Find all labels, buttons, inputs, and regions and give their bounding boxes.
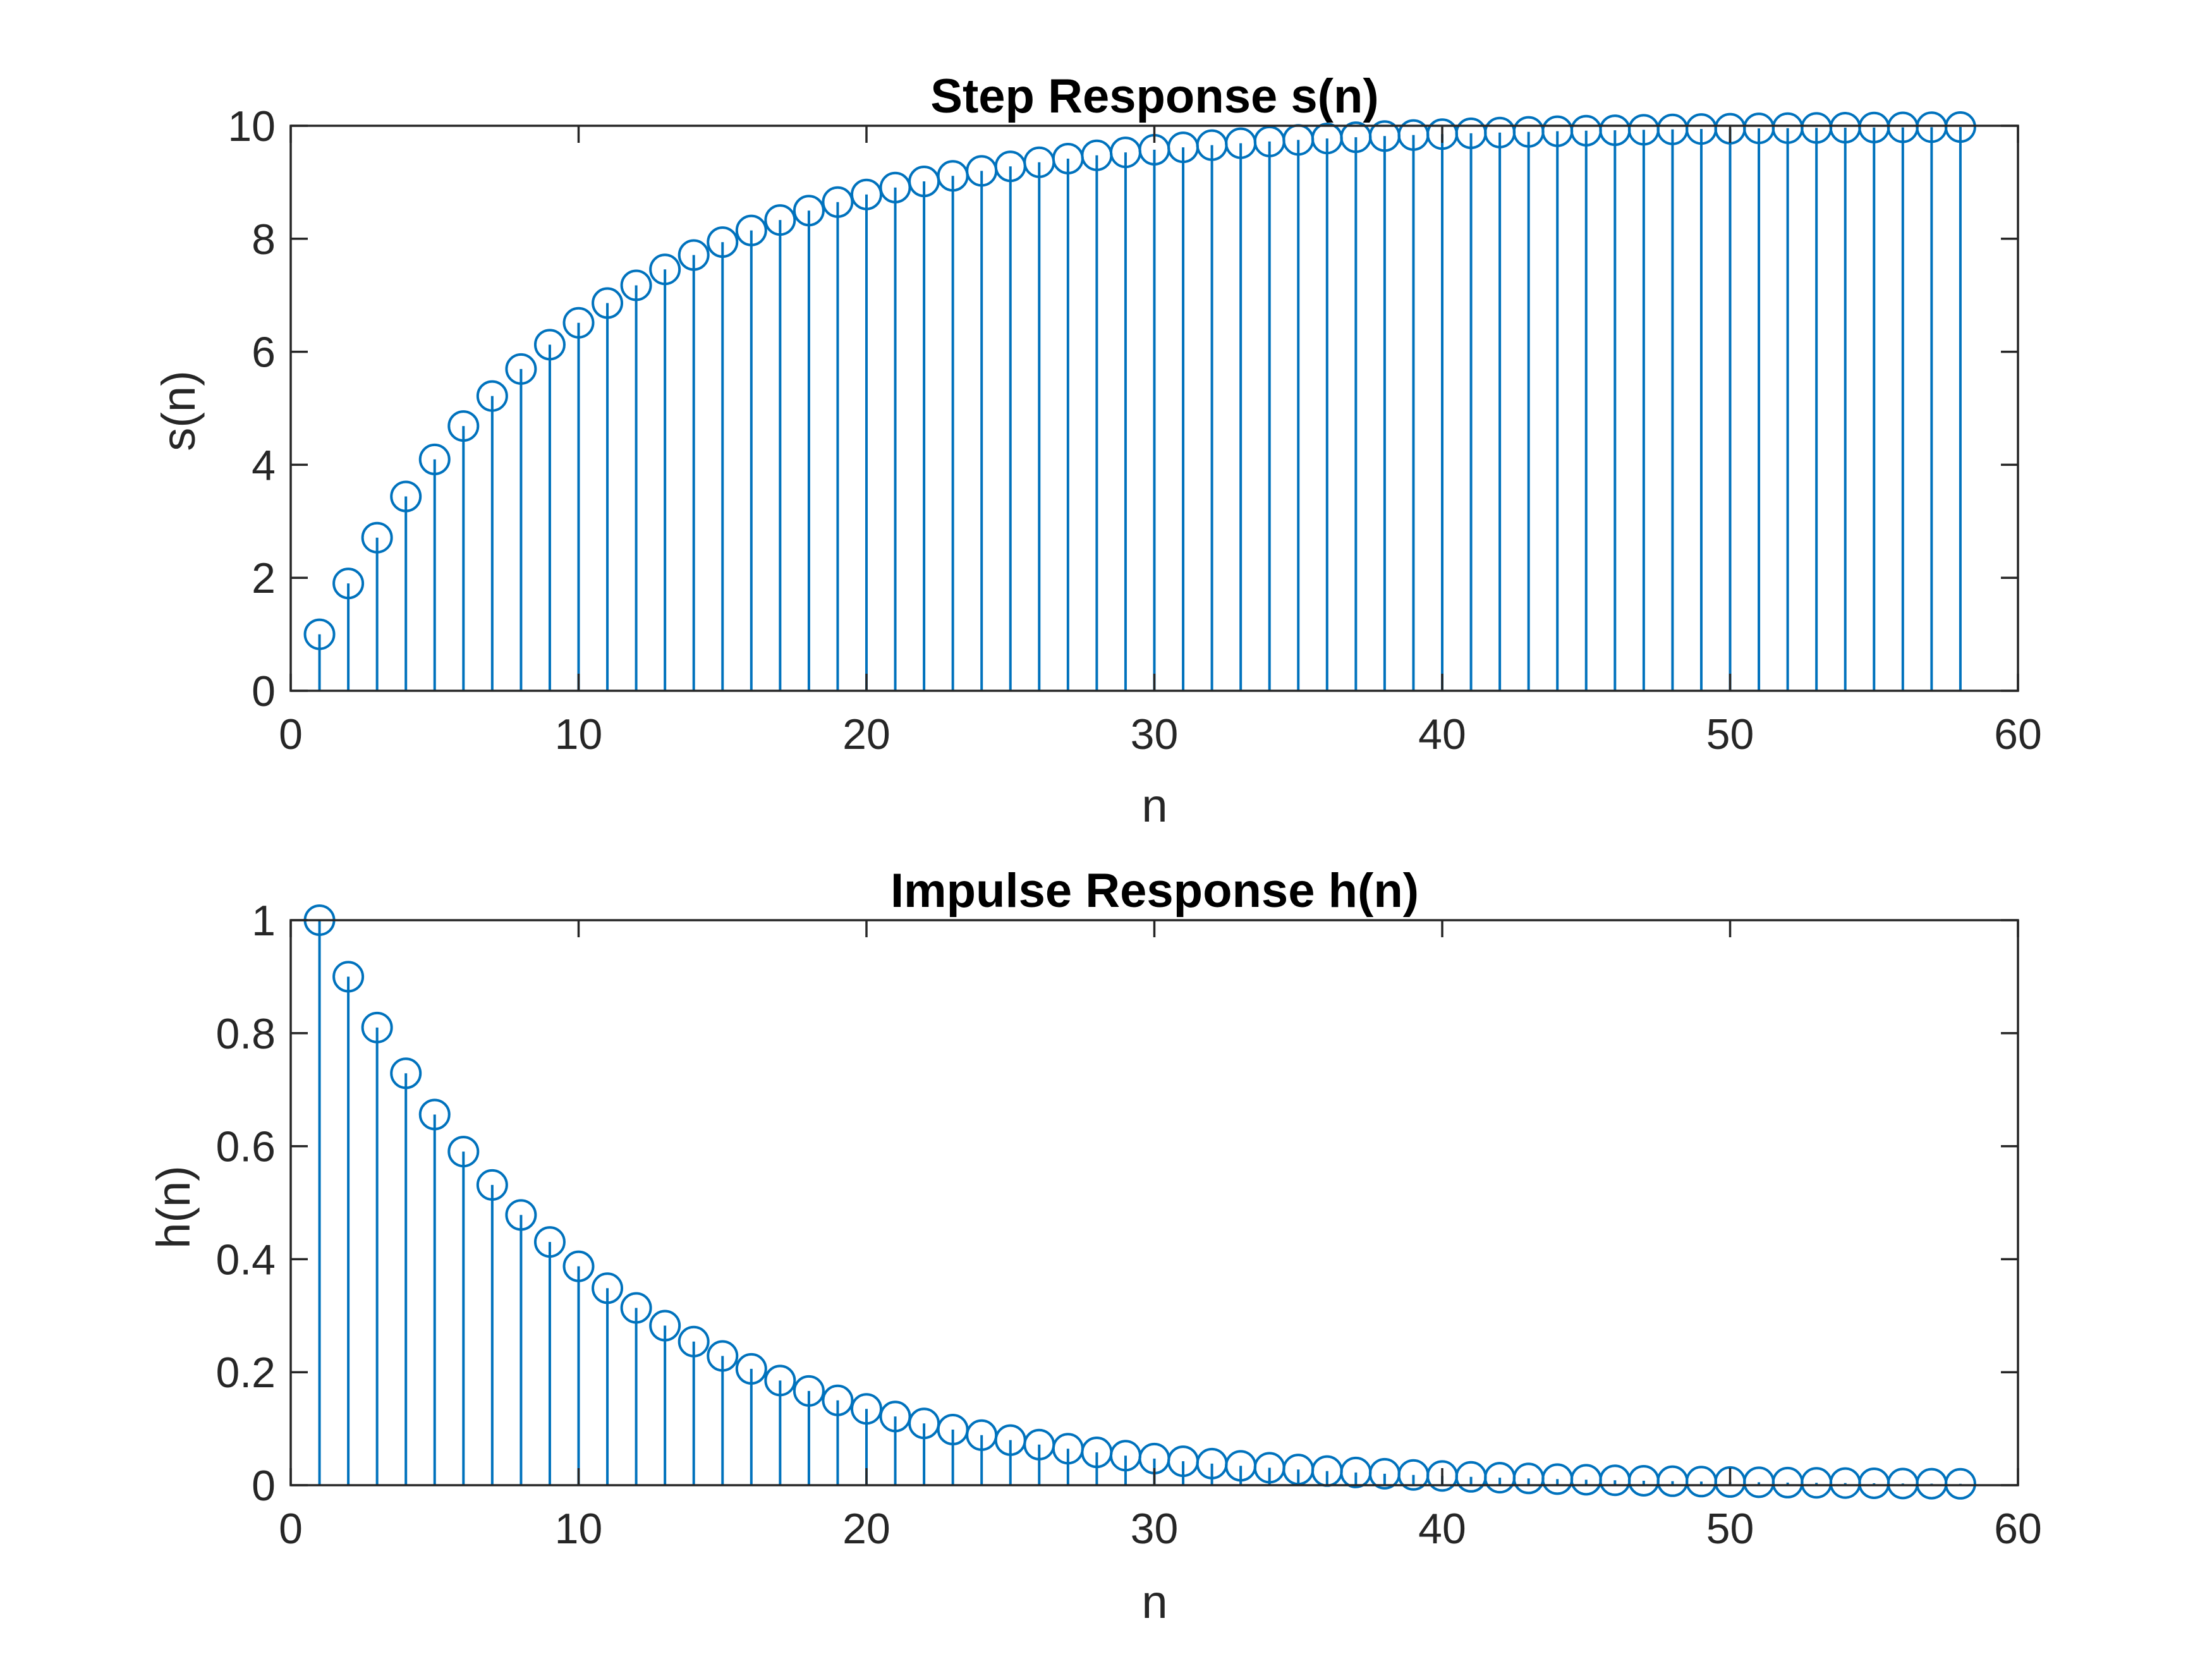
step-response-marker <box>793 195 825 227</box>
step-response-marker <box>678 239 710 271</box>
impulse-response-xtick-label: 50 <box>1706 1505 1754 1553</box>
step-response-marker <box>447 410 480 442</box>
impulse-response-marker <box>851 1393 882 1425</box>
step-response-ytick-label: 2 <box>252 554 276 602</box>
impulse-response-ylabel: h(n) <box>147 1165 200 1249</box>
step-response-marker <box>332 568 365 600</box>
impulse-response-marker <box>418 1098 451 1131</box>
step-response-marker <box>764 204 796 236</box>
step-response-marker <box>649 253 681 286</box>
step-response-xtick-label: 40 <box>1418 710 1466 758</box>
step-response-marker <box>303 618 336 650</box>
impulse-response-marker <box>533 1226 566 1258</box>
impulse-response-marker <box>678 1325 710 1358</box>
impulse-response-title: Impulse Response h(n) <box>890 864 1419 918</box>
step-response-xtick-label: 10 <box>555 710 603 758</box>
step-response-marker <box>562 307 595 339</box>
step-response-panel: Step Response s(n) n s(n) 0 10 20 30 40 50 60 0… <box>152 70 2042 832</box>
step-response-ytick-label: 6 <box>252 329 276 377</box>
impulse-response-marker <box>505 1199 537 1231</box>
impulse-response-ytick-label: 0 <box>252 1462 276 1510</box>
impulse-response-marker <box>447 1136 480 1168</box>
step-response-xtick-label: 60 <box>1994 710 2042 758</box>
step-response-marker <box>505 353 537 385</box>
impulse-response-ytick-label: 1 <box>252 897 276 945</box>
step-response-marker <box>418 443 451 475</box>
step-response-title: Step Response s(n) <box>930 70 1378 123</box>
impulse-response-marker <box>592 1272 624 1304</box>
impulse-response-marker <box>735 1352 767 1385</box>
impulse-response-marker <box>879 1401 911 1433</box>
step-response-ytick-label: 10 <box>228 102 276 150</box>
impulse-response-marker <box>361 1011 393 1043</box>
step-response-marker <box>476 380 508 412</box>
impulse-response-xtick-label: 30 <box>1131 1505 1179 1553</box>
impulse-response-xtick-label: 60 <box>1994 1505 2042 1553</box>
step-response-xtick-label: 50 <box>1706 710 1754 758</box>
impulse-response-series <box>303 904 1976 1500</box>
step-response-xtick-label: 30 <box>1131 710 1179 758</box>
step-response-marker <box>620 269 652 301</box>
impulse-response-marker <box>562 1250 595 1282</box>
step-response-ylabel: s(n) <box>152 370 205 451</box>
impulse-response-ytick-label: 0.4 <box>216 1236 276 1284</box>
impulse-response-ytick-label: 0.2 <box>216 1349 276 1397</box>
step-response-xtick-label: 20 <box>842 710 890 758</box>
impulse-response-marker <box>390 1057 422 1090</box>
step-response-ytick-label: 8 <box>252 216 276 264</box>
impulse-response-marker <box>793 1375 825 1407</box>
impulse-response-ytick-label: 0.8 <box>216 1010 276 1058</box>
impulse-response-xtick-label: 20 <box>842 1505 890 1553</box>
step-response-marker <box>1944 111 1976 143</box>
impulse-response-marker <box>1944 1468 1976 1500</box>
impulse-response-xtick-label: 0 <box>279 1505 303 1553</box>
step-response-marker <box>361 521 393 554</box>
step-response-marker <box>533 329 566 361</box>
step-response-marker <box>851 178 882 210</box>
impulse-response-marker <box>649 1310 681 1342</box>
step-response-ytick-label: 0 <box>252 667 276 715</box>
impulse-response-marker <box>332 961 365 993</box>
step-response-xlabel: n <box>1141 779 1167 832</box>
step-response-marker <box>390 480 422 513</box>
impulse-response-ytick-label: 0.6 <box>216 1123 276 1171</box>
impulse-response-marker <box>822 1384 854 1416</box>
impulse-response-xlabel: n <box>1141 1576 1167 1628</box>
step-response-ytick-label: 4 <box>252 441 276 489</box>
step-response-marker <box>822 186 854 218</box>
impulse-response-marker <box>764 1364 796 1397</box>
impulse-response-panel: Impulse Response h(n) n h(n) 0 10 20 30 40 50… <box>147 864 2042 1628</box>
impulse-response-xtick-label: 10 <box>555 1505 603 1553</box>
step-response-marker <box>707 226 739 258</box>
step-response-series <box>303 111 1976 691</box>
step-response-marker <box>592 287 624 319</box>
step-response-xtick-label: 0 <box>279 710 303 758</box>
step-response-marker <box>735 214 767 246</box>
impulse-response-marker <box>707 1340 739 1372</box>
impulse-response-xtick-label: 40 <box>1418 1505 1466 1553</box>
impulse-response-marker <box>620 1292 652 1324</box>
impulse-response-marker <box>476 1169 508 1201</box>
